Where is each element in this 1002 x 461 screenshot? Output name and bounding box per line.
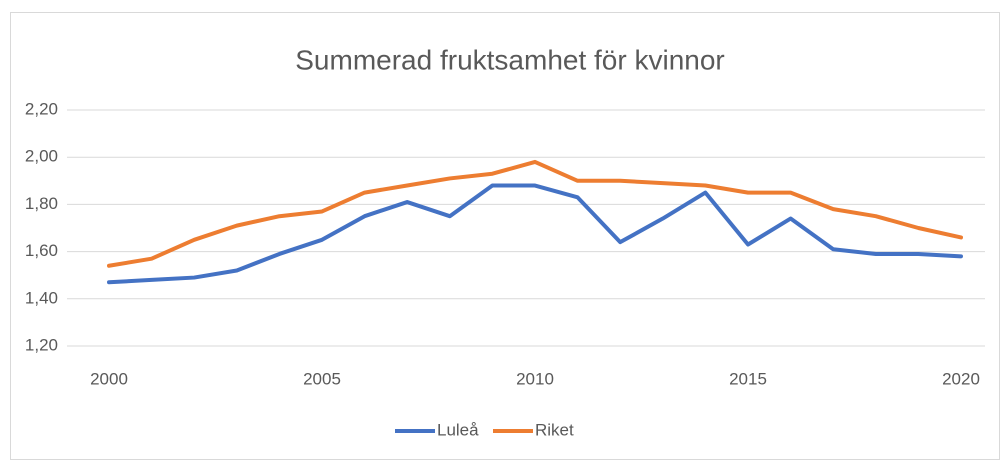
series-line xyxy=(107,159,963,268)
legend-label: Riket xyxy=(535,420,574,439)
x-tick-label: 2015 xyxy=(729,369,767,388)
y-tick-label: 1,80 xyxy=(25,194,58,213)
x-tick-label: 2020 xyxy=(942,369,980,388)
y-tick-label: 2,00 xyxy=(25,147,58,166)
chart-title: Summerad fruktsamhet för kvinnor xyxy=(295,44,725,75)
x-tick-label: 2005 xyxy=(303,369,341,388)
x-tick-label: 2000 xyxy=(90,369,128,388)
x-tick-label: 2010 xyxy=(516,369,554,388)
y-tick-label: 1,40 xyxy=(25,288,58,307)
legend-label: Luleå xyxy=(437,420,479,439)
chart-border xyxy=(10,12,1000,460)
y-tick-label: 2,20 xyxy=(25,99,58,118)
y-tick-label: 1,20 xyxy=(25,335,58,354)
y-tick-label: 1,60 xyxy=(25,241,58,260)
series-line xyxy=(107,183,963,285)
